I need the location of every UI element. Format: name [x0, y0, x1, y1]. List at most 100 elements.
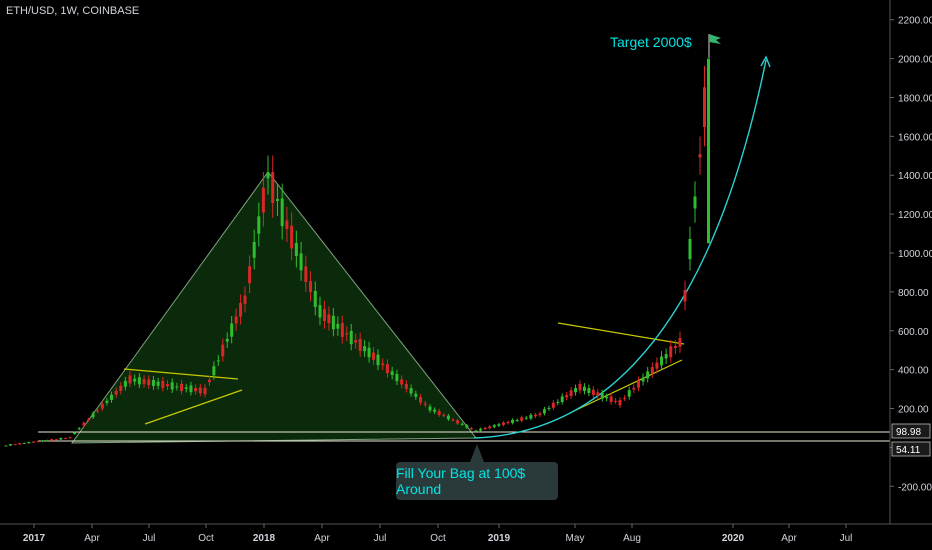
- candle: [4, 445, 8, 447]
- candle: [433, 409, 437, 412]
- candle: [216, 360, 220, 362]
- candle: [225, 338, 229, 342]
- candle: [77, 428, 81, 430]
- candle: [547, 408, 551, 410]
- candle: [678, 338, 682, 347]
- resistance-line-2019: [557, 322, 685, 345]
- candle: [529, 414, 533, 419]
- support-line-2017: [144, 389, 243, 425]
- candle: [110, 394, 114, 400]
- candle: [243, 295, 247, 304]
- candle: [395, 374, 399, 382]
- y-tick-label: 2200.00: [898, 16, 932, 27]
- candle: [600, 392, 604, 399]
- candle: [100, 403, 104, 409]
- candle: [404, 383, 408, 389]
- candle: [36, 441, 40, 443]
- candle: [582, 386, 586, 391]
- x-tick-label: Jul: [143, 533, 156, 544]
- candle: [419, 397, 423, 403]
- candle: [96, 410, 100, 412]
- candle: [261, 187, 265, 213]
- y-tick-label: 1600.00: [898, 132, 932, 143]
- candle: [275, 198, 279, 201]
- candle: [340, 323, 344, 337]
- candle: [345, 333, 349, 335]
- candle: [207, 379, 211, 383]
- candle: [41, 440, 45, 442]
- candle: [63, 438, 67, 440]
- candle: [170, 382, 174, 390]
- target-annotation: Target 2000$: [610, 34, 692, 50]
- candle: [354, 340, 358, 343]
- triangle-pattern: [71, 171, 478, 444]
- y-tick-label: 2000.00: [898, 55, 932, 66]
- candle: [194, 387, 198, 392]
- y-tick-label: 800.00: [898, 288, 929, 299]
- candle: [212, 366, 216, 376]
- x-tick-label: Apr: [314, 533, 330, 544]
- x-tick-label: 2020: [722, 533, 745, 544]
- x-tick-label: 2017: [23, 533, 46, 544]
- candle: [381, 363, 385, 366]
- bag-annotation: Fill Your Bag at 100$ Around: [396, 462, 558, 500]
- candle: [252, 241, 256, 258]
- candle: [9, 444, 13, 446]
- candle: [294, 242, 298, 257]
- candle: [22, 442, 26, 444]
- candle: [446, 415, 450, 420]
- candle: [189, 385, 193, 393]
- candle: [128, 375, 132, 384]
- candle: [59, 438, 63, 440]
- candle: [91, 413, 95, 418]
- flag-icon: [709, 34, 721, 44]
- candle: [591, 389, 595, 395]
- candle: [655, 362, 659, 369]
- candle: [13, 444, 17, 446]
- candle: [309, 281, 313, 293]
- candle: [18, 443, 22, 445]
- x-tick-label: 2018: [253, 533, 276, 544]
- candle: [524, 417, 528, 419]
- curve-arrowhead: [760, 55, 771, 68]
- final-candle: [707, 58, 710, 244]
- candle: [669, 346, 673, 358]
- candle: [304, 266, 308, 282]
- candle: [673, 346, 677, 349]
- candle: [390, 371, 394, 376]
- candle: [31, 441, 35, 443]
- candle: [221, 344, 225, 357]
- candle: [290, 225, 294, 249]
- candle: [609, 396, 613, 403]
- x-tick-label: Jul: [374, 533, 387, 544]
- candle: [483, 427, 487, 430]
- x-tick-label: 2019: [488, 533, 511, 544]
- x-tick-label: Apr: [781, 533, 797, 544]
- symbol-title: ETH/USD, 1W, COINBASE: [6, 5, 140, 17]
- candle: [248, 266, 252, 284]
- candle: [105, 400, 109, 403]
- candle: [137, 377, 141, 385]
- candle: [614, 400, 618, 402]
- candle: [45, 440, 49, 442]
- candle: [409, 388, 413, 394]
- y-tick-label: -200.00: [898, 482, 932, 493]
- candle: [650, 367, 654, 374]
- candle: [511, 419, 515, 423]
- candle: [596, 392, 600, 396]
- candle: [147, 379, 151, 386]
- candle: [151, 380, 155, 386]
- candle: [180, 383, 184, 391]
- candle: [578, 384, 582, 391]
- y-tick-label: 400.00: [898, 366, 929, 377]
- candle: [428, 406, 432, 411]
- candle: [703, 87, 706, 128]
- candle: [587, 388, 591, 394]
- candle: [551, 402, 555, 408]
- candle: [123, 380, 127, 387]
- candle: [156, 381, 160, 386]
- candle: [520, 417, 524, 421]
- candle: [142, 379, 146, 384]
- candle: [336, 323, 340, 329]
